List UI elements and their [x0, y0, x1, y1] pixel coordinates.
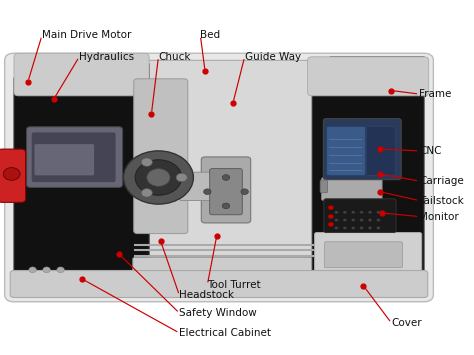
- Polygon shape: [14, 57, 149, 291]
- FancyBboxPatch shape: [308, 57, 428, 96]
- Circle shape: [360, 219, 364, 222]
- Circle shape: [376, 219, 380, 222]
- Text: Headstock: Headstock: [179, 290, 235, 300]
- Text: CNC: CNC: [419, 146, 442, 156]
- Circle shape: [343, 211, 346, 214]
- Circle shape: [204, 189, 211, 195]
- FancyBboxPatch shape: [327, 126, 365, 175]
- Circle shape: [141, 158, 152, 166]
- FancyBboxPatch shape: [133, 257, 324, 286]
- FancyBboxPatch shape: [10, 271, 428, 297]
- Circle shape: [376, 226, 380, 229]
- FancyBboxPatch shape: [32, 132, 116, 182]
- Text: Bed: Bed: [201, 31, 220, 40]
- Circle shape: [360, 211, 364, 214]
- Circle shape: [43, 267, 50, 273]
- FancyBboxPatch shape: [324, 242, 402, 268]
- Circle shape: [328, 206, 334, 210]
- Text: Main Drive Motor: Main Drive Motor: [42, 31, 131, 40]
- Circle shape: [351, 219, 355, 222]
- Circle shape: [360, 226, 364, 229]
- Text: Hydraulics: Hydraulics: [79, 52, 134, 62]
- Circle shape: [343, 219, 346, 222]
- Circle shape: [368, 211, 372, 214]
- Text: Tailstock: Tailstock: [419, 196, 464, 206]
- Circle shape: [376, 211, 380, 214]
- Circle shape: [57, 267, 64, 273]
- FancyBboxPatch shape: [324, 199, 396, 233]
- Circle shape: [351, 226, 355, 229]
- Circle shape: [141, 189, 152, 197]
- Circle shape: [241, 189, 248, 195]
- Circle shape: [328, 222, 334, 226]
- Circle shape: [343, 226, 346, 229]
- Circle shape: [335, 226, 338, 229]
- Circle shape: [222, 203, 230, 209]
- FancyBboxPatch shape: [210, 169, 242, 215]
- Text: Carriage: Carriage: [419, 176, 464, 186]
- Circle shape: [368, 226, 372, 229]
- FancyBboxPatch shape: [5, 53, 433, 302]
- FancyBboxPatch shape: [201, 157, 251, 223]
- FancyBboxPatch shape: [27, 127, 123, 187]
- Text: Electrical Cabinet: Electrical Cabinet: [179, 328, 272, 338]
- Circle shape: [147, 169, 170, 186]
- Circle shape: [335, 211, 338, 214]
- Circle shape: [124, 151, 193, 204]
- FancyBboxPatch shape: [320, 180, 328, 193]
- Circle shape: [176, 173, 187, 182]
- Text: Safety Window: Safety Window: [179, 308, 257, 318]
- Circle shape: [335, 219, 338, 222]
- Circle shape: [222, 175, 230, 180]
- FancyBboxPatch shape: [366, 126, 396, 175]
- FancyBboxPatch shape: [14, 53, 149, 96]
- Text: Chuck: Chuck: [158, 52, 191, 62]
- Circle shape: [351, 211, 355, 214]
- FancyBboxPatch shape: [0, 149, 26, 202]
- Circle shape: [3, 168, 20, 180]
- FancyBboxPatch shape: [179, 172, 221, 201]
- Polygon shape: [312, 57, 424, 291]
- FancyBboxPatch shape: [315, 233, 422, 279]
- Text: Cover: Cover: [392, 318, 422, 328]
- FancyBboxPatch shape: [35, 144, 94, 175]
- Text: Tool Turret: Tool Turret: [207, 280, 261, 290]
- Text: Guide Way: Guide Way: [245, 52, 301, 62]
- Text: Frame: Frame: [419, 89, 452, 99]
- Text: Monitor: Monitor: [419, 212, 459, 222]
- FancyBboxPatch shape: [134, 79, 188, 234]
- FancyBboxPatch shape: [321, 178, 382, 201]
- Circle shape: [328, 214, 334, 219]
- FancyBboxPatch shape: [323, 119, 401, 180]
- Circle shape: [29, 267, 36, 273]
- FancyBboxPatch shape: [130, 60, 326, 280]
- Circle shape: [368, 219, 372, 222]
- Circle shape: [135, 160, 182, 195]
